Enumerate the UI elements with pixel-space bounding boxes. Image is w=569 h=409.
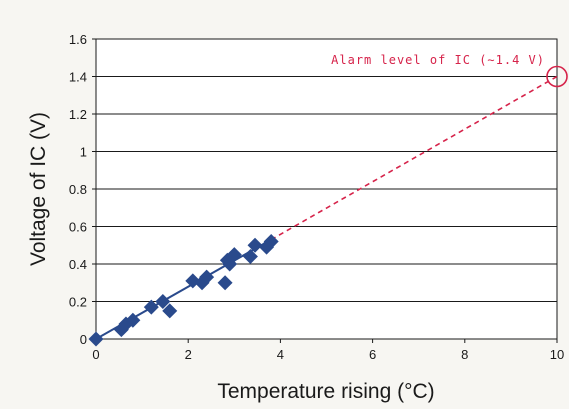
alarm-marker — [546, 65, 568, 88]
grid-lines — [96, 38, 557, 340]
y-tick-label-5: 1 — [80, 145, 87, 160]
x-tick-label-0: 0 — [92, 347, 99, 362]
x-tick-label-2: 4 — [277, 347, 284, 362]
x-tick-label-4: 8 — [461, 347, 468, 362]
y-tick-label-3: 0.6 — [69, 220, 87, 235]
data-point-10 — [217, 275, 233, 291]
y-axis-title: Voltage of IC (V) — [27, 112, 50, 266]
y-tick-label-2: 0.4 — [69, 257, 87, 272]
y-tick-labels: 0 0.2 0.4 0.6 0.8 1 1.2 1.4 1.6 — [69, 32, 96, 347]
data-point-3 — [125, 312, 141, 328]
y-tick-label-0: 0 — [80, 332, 87, 347]
fit-line-extrapolated — [270, 75, 558, 241]
data-point-5 — [155, 294, 171, 309]
data-point-15 — [247, 237, 263, 253]
x-tick-label-5: 10 — [550, 347, 564, 362]
alarm-annotation: Alarm level of IC (∼1.4 V) — [331, 53, 545, 67]
data-points — [88, 234, 279, 347]
y-tick-label-8: 1.6 — [69, 32, 87, 47]
y-tick-label-7: 1.4 — [69, 70, 87, 85]
y-tick-label-4: 0.8 — [69, 182, 87, 197]
x-axis-title: Temperature rising (°C) — [217, 380, 434, 403]
data-point-0 — [88, 331, 104, 347]
alarm-circle — [546, 65, 568, 88]
data-point-14 — [242, 249, 258, 264]
x-tick-labels: 0 2 4 6 8 10 — [92, 339, 564, 362]
x-tick-label-1: 2 — [185, 347, 192, 362]
data-point-17 — [263, 234, 279, 249]
y-tick-label-1: 0.2 — [69, 295, 87, 310]
data-point-13 — [226, 247, 242, 263]
data-point-6 — [162, 303, 178, 319]
x-tick-label-3: 6 — [369, 347, 376, 362]
data-point-4 — [143, 299, 159, 315]
y-tick-label-6: 1.2 — [69, 107, 87, 122]
data-point-9 — [199, 269, 215, 285]
